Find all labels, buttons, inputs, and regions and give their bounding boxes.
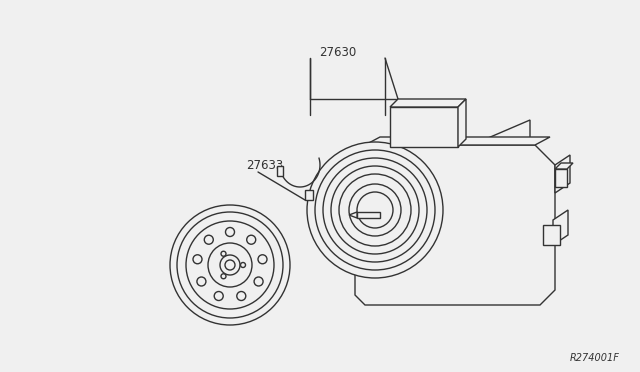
Circle shape (204, 235, 213, 244)
Circle shape (323, 158, 427, 262)
Circle shape (315, 150, 435, 270)
Circle shape (177, 212, 283, 318)
Text: 27633: 27633 (246, 158, 284, 171)
Circle shape (221, 274, 226, 279)
Circle shape (214, 292, 223, 301)
Polygon shape (555, 155, 570, 193)
Circle shape (193, 255, 202, 264)
Polygon shape (305, 190, 313, 200)
Polygon shape (349, 212, 357, 218)
Circle shape (241, 263, 246, 267)
Polygon shape (488, 120, 530, 266)
Circle shape (208, 243, 252, 287)
Circle shape (246, 235, 256, 244)
Circle shape (357, 192, 393, 228)
Polygon shape (390, 99, 466, 107)
Polygon shape (355, 145, 555, 305)
Polygon shape (553, 210, 568, 245)
Circle shape (349, 184, 401, 236)
Circle shape (339, 174, 411, 246)
Polygon shape (277, 166, 283, 176)
Polygon shape (543, 225, 560, 245)
Circle shape (307, 142, 443, 278)
Circle shape (254, 277, 263, 286)
Circle shape (170, 205, 290, 325)
Text: R274001F: R274001F (570, 353, 620, 363)
Polygon shape (555, 169, 567, 187)
Circle shape (186, 221, 274, 309)
Circle shape (220, 255, 240, 275)
Circle shape (225, 228, 234, 237)
Circle shape (258, 255, 267, 264)
Polygon shape (365, 137, 550, 145)
Circle shape (237, 292, 246, 301)
Text: 27630: 27630 (319, 45, 356, 58)
Circle shape (197, 277, 206, 286)
Circle shape (221, 251, 226, 256)
Polygon shape (390, 107, 458, 147)
Circle shape (331, 166, 419, 254)
Polygon shape (357, 212, 380, 218)
Polygon shape (555, 163, 573, 169)
Circle shape (225, 260, 235, 270)
Polygon shape (458, 99, 466, 147)
